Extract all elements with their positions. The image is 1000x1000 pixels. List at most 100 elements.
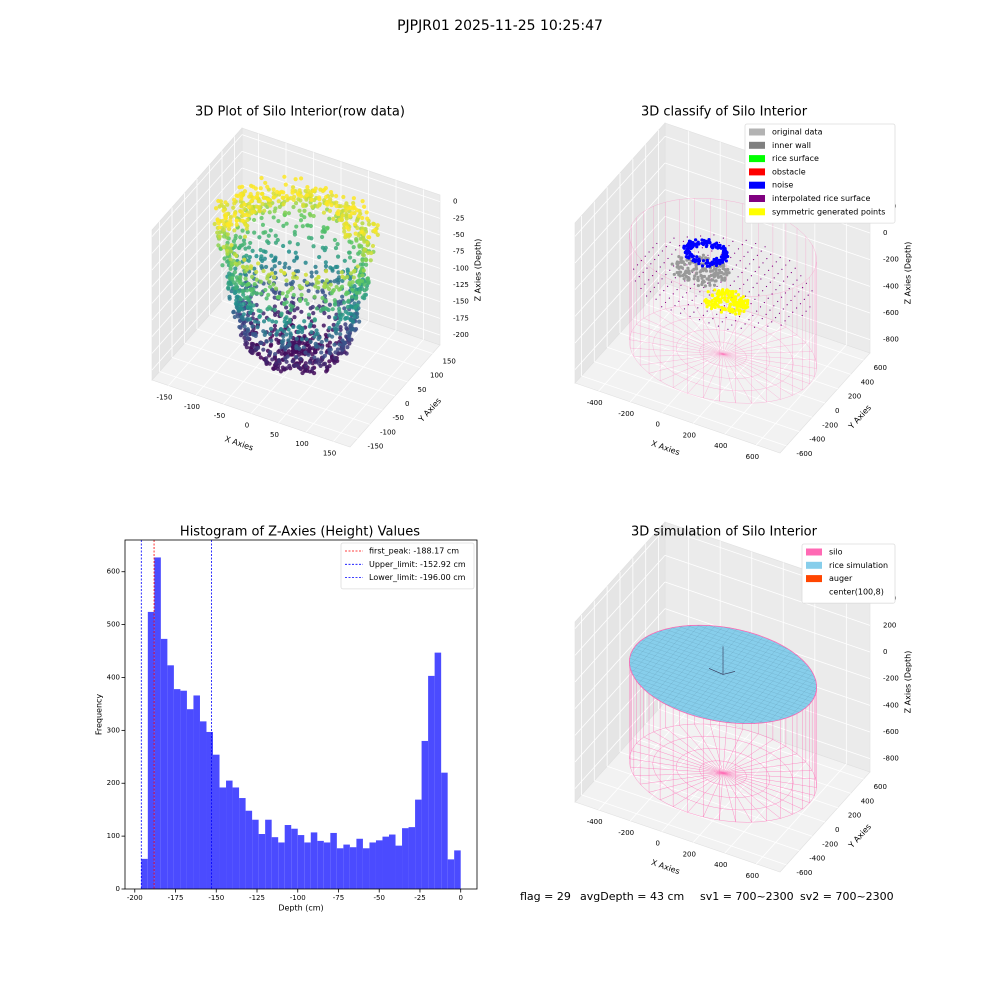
surface-dot: [786, 304, 788, 306]
surface-dot: [725, 316, 727, 319]
rice-mesh: [631, 651, 804, 711]
class-point: [716, 243, 720, 248]
scan-point: [371, 221, 376, 226]
surface-dot: [767, 269, 770, 271]
silo-floor: [722, 353, 817, 369]
scan-point: [326, 314, 332, 320]
scan-point: [327, 350, 332, 356]
surface-dot: [779, 256, 781, 259]
scan-point: [217, 234, 222, 239]
surface-dot: [683, 308, 686, 310]
surface-dot: [755, 242, 757, 245]
x-tick-label: 0: [245, 422, 249, 430]
scan-point: [338, 331, 343, 337]
surface-dot: [762, 290, 764, 292]
rice-mesh: [712, 644, 781, 721]
silo-floor: [722, 753, 798, 774]
surface-dot: [781, 268, 783, 270]
class-point: [686, 249, 690, 253]
scan-point: [355, 311, 360, 316]
scan-point: [263, 287, 268, 293]
surface-dot: [788, 315, 790, 318]
bar: [226, 780, 233, 889]
rice-mesh: [673, 630, 744, 709]
surface-dot: [650, 263, 652, 265]
scan-point: [337, 217, 342, 222]
bar: [349, 847, 357, 889]
class-point: [732, 298, 736, 302]
x-tick-label: 600: [746, 453, 759, 461]
surface-dot: [686, 236, 688, 238]
scan-point: [306, 223, 311, 228]
rice-mesh: [654, 632, 817, 689]
class-point: [716, 260, 720, 265]
scan-point: [294, 336, 299, 341]
scan-point: [347, 280, 352, 286]
silo-floor: [629, 758, 724, 774]
class-point: [720, 296, 724, 300]
scan-point: [357, 273, 362, 278]
scan-point: [232, 201, 237, 206]
class-point: [682, 277, 686, 281]
scan-point: [343, 316, 348, 321]
scan-point: [354, 218, 360, 223]
y-tick-label: 500: [107, 621, 120, 629]
class-point: [722, 264, 726, 268]
z-tick-label: -600: [883, 728, 899, 736]
surface-dot: [771, 321, 773, 323]
x-axis-label: X Axies: [224, 434, 255, 452]
scan-point: [354, 237, 359, 242]
surface-dot: [790, 271, 792, 274]
scan-point: [291, 197, 296, 203]
y-tick-label: 0: [835, 407, 839, 415]
class-point: [725, 288, 729, 292]
scan-point: [265, 184, 270, 189]
surface-dot: [769, 309, 771, 311]
surface-dot: [661, 250, 664, 252]
bar: [343, 844, 350, 889]
scan-point: [361, 268, 366, 273]
scan-point: [286, 342, 292, 347]
scan-point: [225, 232, 230, 237]
surface-dot: [708, 294, 710, 296]
scan-point: [329, 202, 334, 208]
y-tick-label: -400: [809, 436, 825, 444]
grid-line: [574, 189, 666, 290]
scan-point: [298, 198, 303, 203]
rice-mesh: [641, 639, 814, 699]
scan-point: [305, 301, 310, 306]
grid-line: [574, 269, 666, 370]
surface-dot: [708, 322, 710, 324]
scan-point: [258, 279, 264, 284]
scan-point: [366, 235, 371, 240]
silo-floor: [687, 772, 724, 813]
scan-point: [246, 245, 252, 250]
scan-point: [313, 264, 318, 269]
surface-dot: [754, 298, 756, 300]
class-point: [693, 274, 697, 278]
surface-dot: [741, 244, 743, 246]
scan-point: [293, 250, 298, 255]
status-text: sv1 = 700~2300: [700, 890, 794, 903]
scan-point: [240, 228, 245, 233]
scan-point: [234, 253, 239, 258]
silo-floor: [722, 772, 815, 796]
x-tick-label: -25: [414, 894, 425, 902]
scan-point: [323, 332, 328, 338]
y-tick-label: 150: [443, 358, 456, 366]
scan-point: [337, 309, 342, 314]
surface-dot: [740, 327, 742, 329]
scan-point: [232, 228, 237, 233]
y-tick-label: 100: [107, 832, 120, 840]
rice-mesh: [631, 627, 673, 673]
scan-point: [243, 222, 248, 227]
rice-mesh: [638, 683, 755, 724]
scan-point: [249, 288, 254, 293]
class-point: [700, 238, 704, 242]
scan-point: [354, 208, 360, 213]
scan-point: [232, 213, 237, 218]
scan-point: [342, 258, 347, 263]
class-point: [715, 303, 719, 307]
scan-point: [282, 270, 287, 276]
scan-point: [284, 332, 289, 337]
